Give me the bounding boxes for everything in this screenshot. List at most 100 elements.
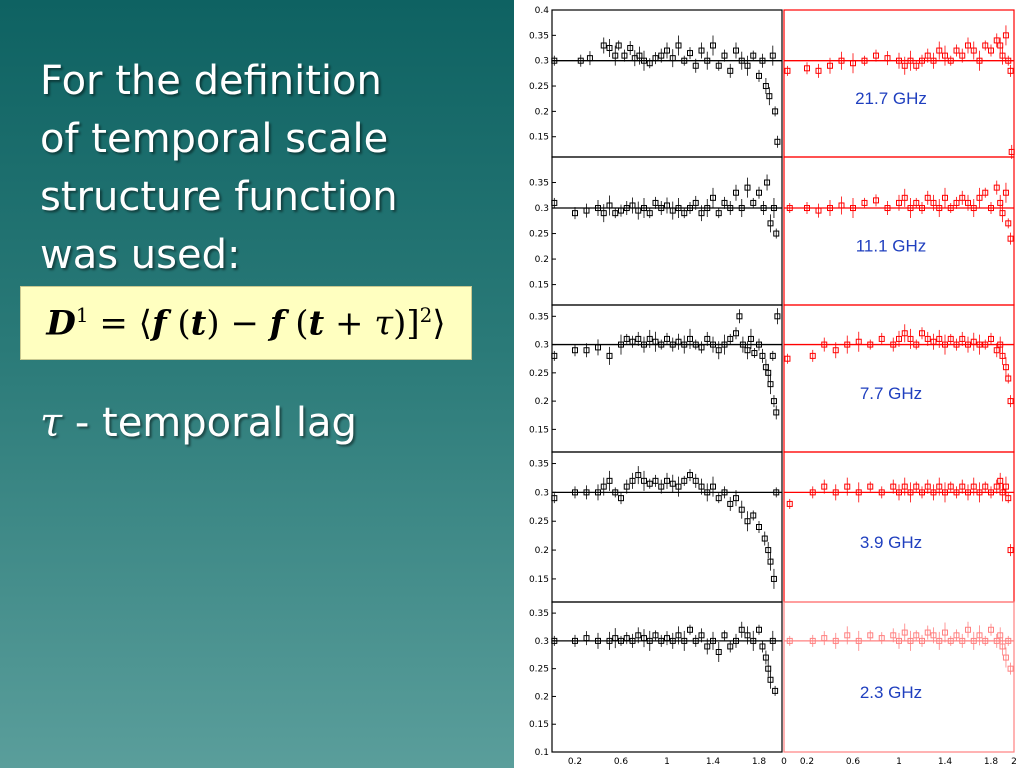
right-series-point — [832, 347, 839, 354]
formula-sup2: 2 — [419, 302, 433, 327]
right-series-point — [924, 194, 931, 201]
left-series-point — [692, 199, 699, 206]
right-series-point — [959, 335, 966, 342]
left-series-point — [641, 477, 647, 484]
right-series-point — [1008, 148, 1015, 155]
right-series-point — [942, 52, 948, 59]
right-series-point — [913, 199, 920, 206]
right-series-point — [999, 489, 1006, 496]
formula-t2d: )] — [393, 303, 420, 344]
formula-t2: ( — [284, 303, 309, 344]
right-series-point — [942, 194, 948, 201]
right-series-point — [993, 184, 1000, 191]
text-line-3: structure function — [40, 174, 398, 220]
y-tick-label: 0.15 — [529, 133, 549, 143]
right-series-point — [1002, 364, 1009, 371]
formula-t1: ( — [166, 303, 191, 344]
left-series-point — [715, 649, 722, 655]
right-series-point — [999, 352, 1006, 359]
y-tick-label: 0.2 — [535, 692, 549, 702]
right-series-point — [947, 335, 954, 342]
left-series-point — [606, 477, 613, 484]
right-series-point — [936, 335, 943, 342]
right-series-point — [970, 205, 977, 212]
right-series-point — [815, 67, 822, 74]
left-series-point — [583, 207, 590, 214]
left-series-point — [618, 207, 624, 214]
left-series-point — [681, 341, 688, 348]
right-series-point — [999, 210, 1006, 217]
left-series-point — [727, 335, 734, 342]
left-series-point — [769, 352, 776, 359]
left-series-point — [664, 202, 670, 209]
right-series-point — [786, 205, 793, 212]
right-series-point — [936, 483, 943, 490]
left-series-point — [738, 506, 745, 513]
right-series-point — [924, 52, 931, 59]
right-series-point — [913, 632, 920, 639]
left-series-point — [669, 637, 676, 644]
y-tick-label: 0.35 — [529, 460, 549, 470]
right-series-point — [838, 202, 845, 209]
y-tick-label: 0.35 — [529, 312, 549, 322]
right-series-point — [965, 341, 971, 348]
left-series-point — [698, 632, 705, 639]
panel-frame-right — [783, 601, 1015, 753]
right-series-point — [947, 57, 954, 64]
left-series-point — [766, 93, 773, 100]
left-series-point — [623, 483, 630, 490]
left-series-point — [623, 205, 630, 212]
right-series-point — [786, 637, 793, 644]
right-series-point — [936, 205, 943, 212]
left-series-point — [551, 495, 558, 502]
left-series-point — [687, 50, 693, 57]
right-series-point — [890, 483, 897, 490]
left-series-point — [664, 477, 670, 484]
formula-t2c: + — [324, 303, 375, 344]
right-series-point — [867, 483, 874, 490]
right-series-point — [1007, 665, 1014, 672]
right-series-point — [953, 632, 960, 639]
left-series-point — [733, 637, 739, 644]
left-series-point — [652, 338, 659, 345]
right-series-point — [919, 205, 925, 212]
x-tick-label-left: 1 — [664, 757, 670, 767]
right-series-point — [942, 489, 948, 496]
left-series-point — [727, 67, 734, 74]
panel-frame-right — [783, 156, 1015, 306]
right-series-point — [947, 205, 954, 212]
right-series-point — [999, 643, 1006, 650]
formula-close: ⟩ — [432, 303, 446, 344]
x-tick-label-right: 0.2 — [800, 757, 814, 767]
left-series-point — [710, 637, 716, 644]
left-series-point — [572, 637, 578, 644]
left-series-point — [756, 341, 762, 348]
frequency-label: 7.7 GHz — [860, 384, 922, 403]
slide-text: For the definition of temporal scale str… — [40, 52, 510, 284]
structure-function-chart: 0.4 0.35 0.3 0.25 0.2 0.15 21.7 GHz 0.35 0.3 0.25… — [529, 6, 1017, 767]
left-series-point — [704, 205, 711, 212]
left-series-point — [615, 42, 622, 49]
left-series-point — [612, 210, 619, 217]
right-series-point — [959, 483, 966, 490]
left-series-point — [606, 352, 613, 359]
left-series-point — [621, 52, 628, 59]
right-series-point — [970, 338, 977, 345]
tau-symbol: τ — [40, 400, 63, 446]
lag-text: - temporal lag — [62, 400, 357, 446]
right-series-point — [873, 197, 879, 204]
left-series-point — [635, 632, 642, 639]
left-series-point — [681, 637, 688, 644]
right-series-point — [942, 629, 948, 636]
left-series-point — [744, 62, 751, 69]
right-series-point — [970, 483, 977, 490]
left-series-point — [704, 335, 711, 342]
left-series-point — [551, 637, 558, 644]
left-series-point — [641, 205, 647, 212]
left-series-point — [715, 62, 722, 69]
left-series-point — [583, 347, 590, 354]
left-series-point — [710, 341, 716, 348]
right-series-point — [1007, 67, 1014, 74]
left-series-point — [738, 626, 745, 633]
right-series-point — [1005, 220, 1012, 227]
